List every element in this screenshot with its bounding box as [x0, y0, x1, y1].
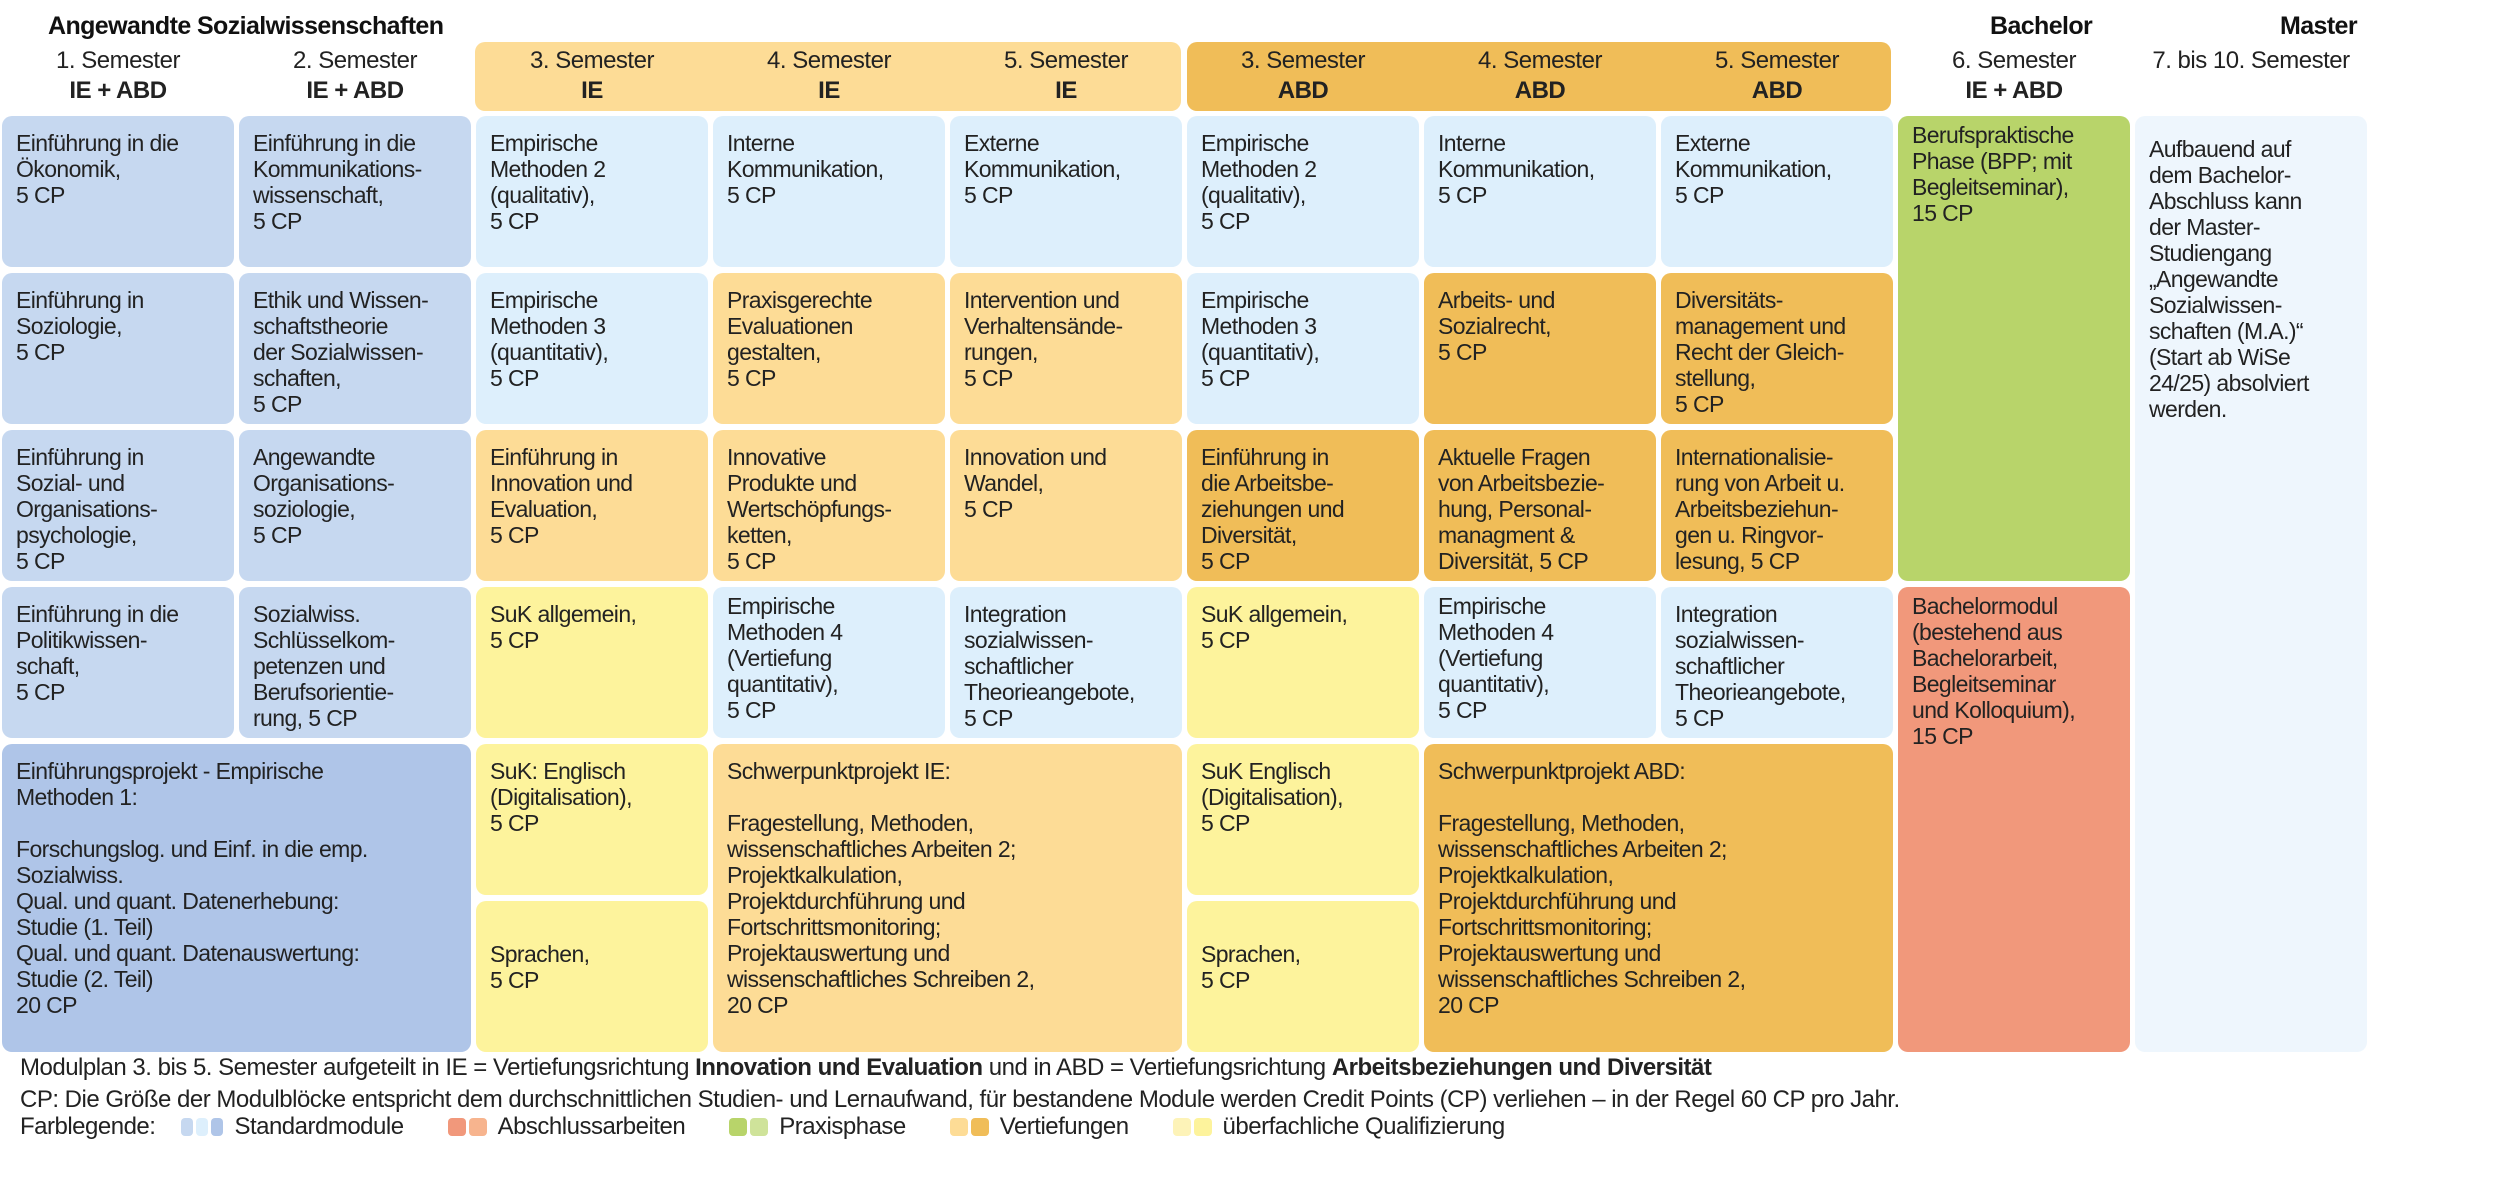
module-cell: Externe Kommunikation, 5 CP: [1661, 116, 1893, 267]
abd-header-band: [1187, 42, 1891, 111]
module-cell: SuK allgemein, 5 CP: [476, 587, 708, 738]
ie-header-band: [475, 42, 1181, 111]
module-cell: Externe Kommunikation, 5 CP: [950, 116, 1182, 267]
module-cell: Empirische Methoden 4 (Vertiefung quanti…: [713, 587, 945, 738]
module-cell: Diversitäts- management und Recht der Gl…: [1661, 273, 1893, 424]
module-cell: SuK: Englisch (Digitalisation), 5 CP: [476, 744, 708, 895]
legend-swatch: [181, 1118, 194, 1136]
bpp-cell: Berufspraktische Phase (BPP; mit Begleit…: [1898, 116, 2130, 581]
semester-header: 5. Semester IE: [1004, 47, 1128, 104]
module-cell: SuK Englisch (Digitalisation), 5 CP: [1187, 744, 1419, 895]
bachelormodul-cell: Bachelormodul (bestehend aus Bachelorarb…: [1898, 587, 2130, 1052]
semester-header: 5. Semester ABD: [1715, 47, 1839, 104]
einfuehrungsprojekt-cell: Einführungsprojekt - Empirische Methoden…: [2, 744, 471, 1052]
module-cell: Empirische Methoden 4 (Vertiefung quanti…: [1424, 587, 1656, 738]
footer-line-cp: CP: Die Größe der Modulblöcke entspricht…: [20, 1086, 1900, 1113]
legend-swatch: [949, 1118, 968, 1136]
legend-swatch: [447, 1118, 466, 1136]
module-cell: Sprachen, 5 CP: [476, 901, 708, 1052]
legend-swatch: [1193, 1118, 1212, 1136]
bachelor-label: Bachelor: [1990, 12, 2093, 40]
module-cell: Sozialwiss. Schlüsselkom- petenzen und B…: [239, 587, 471, 738]
module-cell: Einführung in die Arbeitsbe- ziehungen u…: [1187, 430, 1419, 581]
module-cell: Empirische Methoden 2 (qualitativ), 5 CP: [1187, 116, 1419, 267]
color-legend: Farblegende: Standardmodule Abschlussarb…: [20, 1113, 1549, 1141]
legend-label: Abschlussarbeiten: [497, 1113, 686, 1140]
module-cell: Praxisgerechte Evaluationen gestalten, 5…: [713, 273, 945, 424]
module-cell: Sprachen, 5 CP: [1187, 901, 1419, 1052]
semester-header: 1. Semester IE + ABD: [56, 47, 180, 104]
master-label: Master: [2280, 12, 2358, 40]
module-cell: Integration sozialwissen- schaftlicher T…: [950, 587, 1182, 738]
legend-label: Standardmodule: [234, 1113, 404, 1140]
semester-header: 3. Semester ABD: [1241, 47, 1365, 104]
legend-swatch: [1172, 1118, 1191, 1136]
module-cell: Einführung in die Kommunikations- wissen…: [239, 116, 471, 267]
module-cell: Einführung in Innovation und Evaluation,…: [476, 430, 708, 581]
legend-swatch: [211, 1118, 224, 1136]
semester-header: 6. Semester IE + ABD: [1952, 47, 2076, 104]
module-cell: Innovation und Wandel, 5 CP: [950, 430, 1182, 581]
module-cell: Internationalisie- rung von Arbeit u. Ar…: [1661, 430, 1893, 581]
legend-title: Farblegende:: [20, 1113, 156, 1140]
semester-header: 4. Semester IE: [767, 47, 891, 104]
semester-header: 3. Semester IE: [530, 47, 654, 104]
schwerpunktprojekt-abd-cell: Schwerpunktprojekt ABD: Fragestellung, M…: [1424, 744, 1893, 1052]
module-cell: Ethik und Wissen- schaftstheorie der Soz…: [239, 273, 471, 424]
footer-line-tracks: Modulplan 3. bis 5. Semester aufgeteilt …: [20, 1054, 1712, 1081]
module-cell: Aktuelle Fragen von Arbeitsbezie- hung, …: [1424, 430, 1656, 581]
module-cell: Einführung in Sozial- und Organisations-…: [2, 430, 234, 581]
module-cell: Interne Kommunikation, 5 CP: [1424, 116, 1656, 267]
module-cell: Angewandte Organisations- soziologie, 5 …: [239, 430, 471, 581]
module-cell: Innovative Produkte und Wertschöpfungs- …: [713, 430, 945, 581]
module-cell: Empirische Methoden 2 (qualitativ), 5 CP: [476, 116, 708, 267]
module-cell: Empirische Methoden 3 (quantitativ), 5 C…: [1187, 273, 1419, 424]
legend-label: Vertiefungen: [999, 1113, 1129, 1140]
legend-swatch: [468, 1118, 487, 1136]
module-cell: Einführung in Soziologie, 5 CP: [2, 273, 234, 424]
legend-label: überfachliche Qualifizierung: [1222, 1113, 1506, 1140]
module-cell: Arbeits- und Sozialrecht, 5 CP: [1424, 273, 1656, 424]
module-cell: Empirische Methoden 3 (quantitativ), 5 C…: [476, 273, 708, 424]
module-cell: Intervention und Verhaltensände- rungen,…: [950, 273, 1182, 424]
module-cell: Interne Kommunikation, 5 CP: [713, 116, 945, 267]
master-cell: Aufbauend auf dem Bachelor- Abschluss ka…: [2135, 116, 2367, 1052]
module-cell: SuK allgemein, 5 CP: [1187, 587, 1419, 738]
module-cell: Einführung in die Politikwissen- schaft,…: [2, 587, 234, 738]
semester-header: 7. bis 10. Semester: [2152, 47, 2350, 74]
legend-swatch: [729, 1118, 748, 1136]
legend-swatch: [750, 1118, 769, 1136]
module-cell: Einführung in die Ökonomik, 5 CP: [2, 116, 234, 267]
legend-label: Praxisphase: [779, 1113, 906, 1140]
legend-swatch: [970, 1118, 989, 1136]
module-grid: Einführung in die Ökonomik, 5 CP Einführ…: [2, 116, 2367, 1052]
page-title: Angewandte Sozialwissenschaften: [48, 12, 444, 40]
semester-header: 4. Semester ABD: [1478, 47, 1602, 104]
module-cell: Integration sozialwissen- schaftlicher T…: [1661, 587, 1893, 738]
legend-swatch: [196, 1118, 209, 1136]
schwerpunktprojekt-ie-cell: Schwerpunktprojekt IE: Fragestellung, Me…: [713, 744, 1182, 1052]
semester-header: 2. Semester IE + ABD: [293, 47, 417, 104]
